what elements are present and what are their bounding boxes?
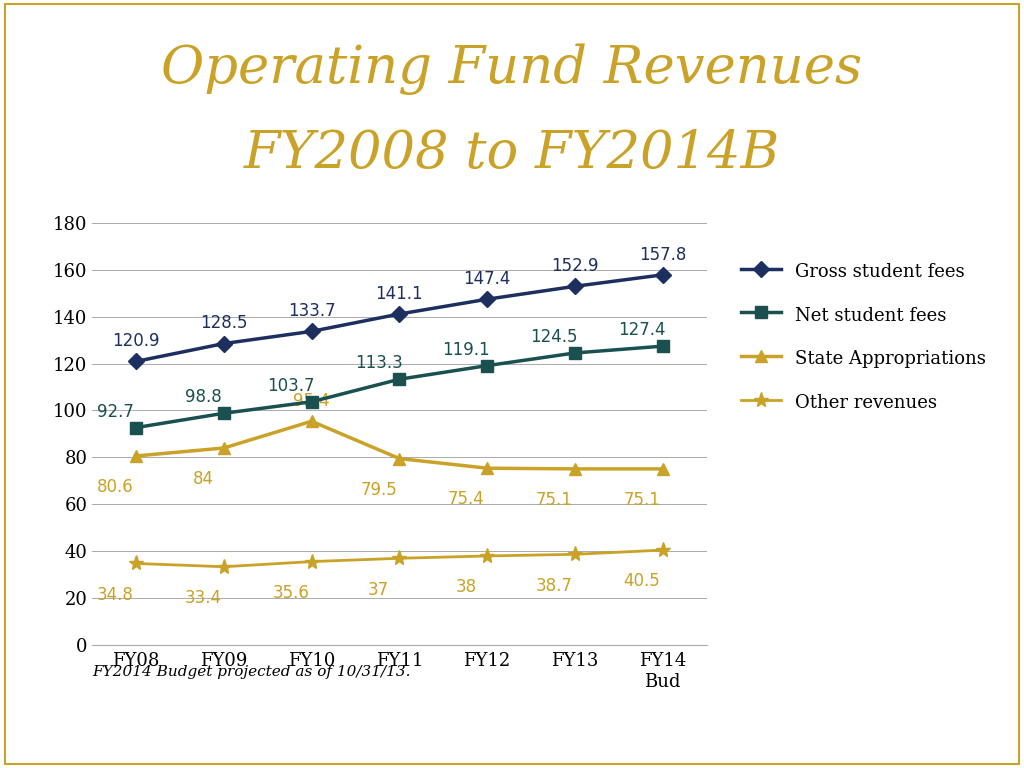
Text: 141.1: 141.1 — [376, 285, 423, 303]
Text: FY2008 to FY2014B: FY2008 to FY2014B — [244, 128, 780, 179]
Text: 133.7: 133.7 — [288, 303, 336, 320]
Text: 124.5: 124.5 — [530, 328, 578, 346]
Text: 79.5: 79.5 — [360, 481, 397, 498]
Text: 84: 84 — [193, 470, 213, 488]
Text: 120.9: 120.9 — [113, 333, 160, 350]
Text: 75.1: 75.1 — [624, 491, 660, 509]
Text: 147.4: 147.4 — [464, 270, 511, 288]
Text: 37: 37 — [368, 581, 389, 598]
Text: 103.7: 103.7 — [267, 377, 314, 395]
Text: 95.4: 95.4 — [293, 392, 330, 410]
Text: 38.7: 38.7 — [536, 577, 572, 594]
Legend: Gross student fees, Net student fees, State Appropriations, Other revenues: Gross student fees, Net student fees, St… — [734, 253, 993, 420]
Text: 157.8: 157.8 — [639, 246, 686, 263]
Text: 75.1: 75.1 — [536, 491, 572, 509]
Text: 33.4: 33.4 — [184, 589, 221, 607]
Text: 152.9: 152.9 — [551, 257, 599, 275]
Text: 38: 38 — [456, 578, 477, 596]
Text: 5: 5 — [505, 728, 519, 746]
Text: 127.4: 127.4 — [618, 321, 666, 339]
Text: 92.7: 92.7 — [97, 402, 134, 421]
Text: 113.3: 113.3 — [354, 354, 402, 372]
Text: 119.1: 119.1 — [442, 341, 490, 359]
Text: FY2014 Budget projected as of 10/31/13.: FY2014 Budget projected as of 10/31/13. — [92, 665, 411, 679]
Text: 35.6: 35.6 — [272, 584, 309, 602]
Text: 128.5: 128.5 — [200, 314, 248, 333]
Text: 40.5: 40.5 — [624, 572, 660, 591]
Text: 34.8: 34.8 — [97, 586, 134, 604]
Text: 80.6: 80.6 — [97, 478, 133, 496]
Text: Operating Fund Revenues: Operating Fund Revenues — [162, 43, 862, 95]
Text: 98.8: 98.8 — [184, 389, 221, 406]
Text: 75.4: 75.4 — [447, 491, 484, 508]
